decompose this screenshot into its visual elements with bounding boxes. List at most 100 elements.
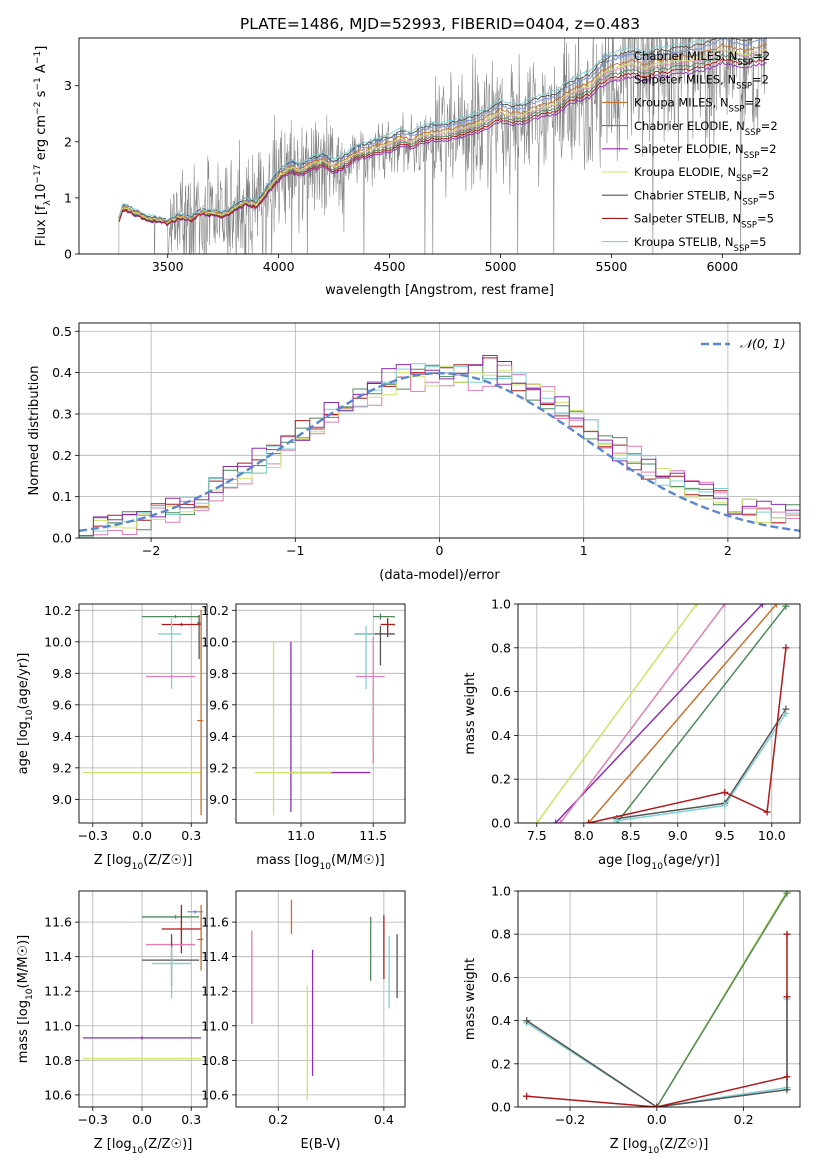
x-tick-label: 0.2: [734, 1112, 754, 1127]
axes-frame: [517, 603, 801, 824]
label-part: age [: [16, 741, 31, 774]
point-marker: [721, 604, 729, 608]
panel-spectrum: 3500 4000 4500 5000 5500 6000 0 1 2 3 Chabrier MIL…: [33, 37, 801, 298]
plot-area: [533, 604, 790, 823]
panels: 3500 4000 4500 5000 5500 6000 0 1 2 3 Chabrier MIL…: [16, 37, 801, 1156]
label-part: Z [: [610, 1137, 628, 1152]
x-axis-label: Z [log10(Z/Z☉)]: [610, 1137, 709, 1156]
x-tick-label: 6000: [706, 259, 738, 274]
y-tick-label: 10.2: [201, 603, 229, 618]
point-marker: [783, 891, 791, 897]
y-tick-label: 1: [64, 190, 72, 205]
figure-title: PLATE=1486, MJD=52993, FIBERID=0404, z=0…: [240, 15, 640, 33]
y-tick-label: 0.1: [52, 489, 72, 504]
label-part: SSP: [742, 197, 758, 207]
panel-residuals: −2 −1 0 1 2 0.0 0.1 0.2 0.3 0.4 0.5 𝒩(0, 1) (data-mo…: [27, 322, 801, 583]
label-part: log: [112, 1137, 132, 1152]
axes-frame: [78, 890, 208, 1108]
y-tick-label: 9.2: [209, 760, 229, 775]
y-tick-label: 11.0: [201, 1018, 229, 1033]
point-marker: [782, 710, 790, 717]
y-tick-label: 9.4: [209, 729, 229, 744]
label-part: −2: [33, 102, 43, 115]
y-tick-label: 9.8: [209, 666, 229, 681]
errorbar-chabrier-elodie: [142, 915, 200, 919]
errorbar-kroupa-elodie: [254, 641, 332, 816]
label-part: Chabrier ELODIE, N: [634, 119, 745, 133]
errorbar-chabrier-elodie: [142, 615, 200, 619]
y-tick-label: 11.4: [44, 949, 72, 964]
y-tick-label: 0: [64, 247, 72, 262]
label-part: =2: [760, 142, 777, 156]
errorbar-kroupa-miles: [197, 610, 204, 816]
label-part: SSP: [744, 151, 760, 161]
plot-area: [523, 891, 791, 1107]
label-part: SSP: [741, 221, 757, 231]
errorbar-kroupa-elodie: [82, 1056, 202, 1061]
label-part: (age/yr)]: [663, 853, 720, 868]
point-marker: [653, 1103, 661, 1107]
label-part: (Z/Z☉)]: [143, 1137, 192, 1152]
x-tick-label: 8.0: [574, 828, 594, 843]
y-tick-label: 10.0: [201, 634, 229, 649]
x-tick-label: 0.3: [181, 1112, 201, 1127]
point-marker: [556, 819, 564, 823]
label-part: =5: [757, 212, 774, 226]
errorbar-salpeter-stelib: [161, 622, 202, 627]
panel-massweight-vs-Z: −0.2 0.0 0.2 0.0 0.2 0.4 0.6 0.8 1.0 Z [log10(Z/Z…: [463, 884, 801, 1156]
y-tick-label: 11.6: [44, 915, 72, 930]
label-part: ]: [34, 46, 49, 51]
label-part: SSP: [745, 128, 761, 138]
x-tick-label: −2: [142, 543, 160, 558]
label-part: =2: [752, 165, 769, 179]
x-axis-label: E(B-V): [300, 1137, 340, 1152]
x-tick-label: 9.5: [715, 828, 735, 843]
point-marker: [523, 1017, 531, 1025]
x-tick-label: 8.5: [621, 828, 641, 843]
series-kroupa-stelib: [613, 710, 790, 823]
label-part: s: [34, 90, 49, 101]
y-tick-label: 11.0: [44, 1018, 72, 1033]
legend-label: Salpeter ELODIE, NSSP=2: [634, 142, 777, 161]
model-kroupa-elodie: [118, 48, 768, 224]
y-tick-label: 10.8: [44, 1053, 72, 1068]
x-tick-label: 9.0: [668, 828, 688, 843]
x-tick-label: 2: [724, 543, 732, 558]
series-salpeter-elodie: [552, 604, 766, 823]
y-tick-label: 3: [64, 78, 72, 93]
errorbar-salpeter-miles: [145, 674, 196, 679]
y-tick-label: 1.0: [491, 597, 511, 612]
y-axis-label: age [log10(age/yr)]: [16, 653, 35, 775]
point-marker: [763, 808, 771, 816]
label-part: 10: [132, 862, 144, 872]
label-part: 10: [651, 862, 663, 872]
y-tick-label: 2: [64, 134, 72, 149]
label-part: (M/M☉)]: [331, 853, 385, 868]
point-marker: [783, 1073, 791, 1081]
legend: 𝒩(0, 1): [701, 336, 786, 351]
y-tick-label: 9.8: [52, 666, 72, 681]
series-kroupa-elodie: [533, 604, 701, 823]
y-tick-label: 11.2: [44, 984, 72, 999]
legend-label: Chabrier MILES, NSSP=2: [634, 49, 770, 68]
panel-mass-vs-ebv: 0.2 0.4 10.6 10.8 11.0 11.2 11.4 11.6 E(B-V): [201, 890, 406, 1152]
y-tick-label: 0.0: [52, 531, 72, 546]
x-tick-label: 11.0: [287, 828, 315, 843]
errorbar-chabrier-miles: [187, 910, 204, 914]
label-part: SSP: [729, 105, 745, 115]
y-tick-label: 0.3: [52, 406, 72, 421]
axes-frame: [78, 322, 801, 539]
legend-label: Chabrier ELODIE, NSSP=2: [634, 119, 778, 138]
plot-area: [251, 899, 398, 1101]
x-tick-label: 7.5: [527, 828, 547, 843]
label-part: log: [16, 1000, 31, 1020]
series-kroupa-miles: [585, 604, 780, 823]
legend-label: 𝒩(0, 1): [740, 336, 786, 351]
label-part: λ: [43, 200, 53, 206]
point-marker: [782, 604, 790, 610]
y-tick-label: 10.0: [44, 634, 72, 649]
point-marker: [782, 644, 790, 652]
label-part: =2: [753, 49, 770, 63]
label-part: −1: [33, 51, 43, 64]
